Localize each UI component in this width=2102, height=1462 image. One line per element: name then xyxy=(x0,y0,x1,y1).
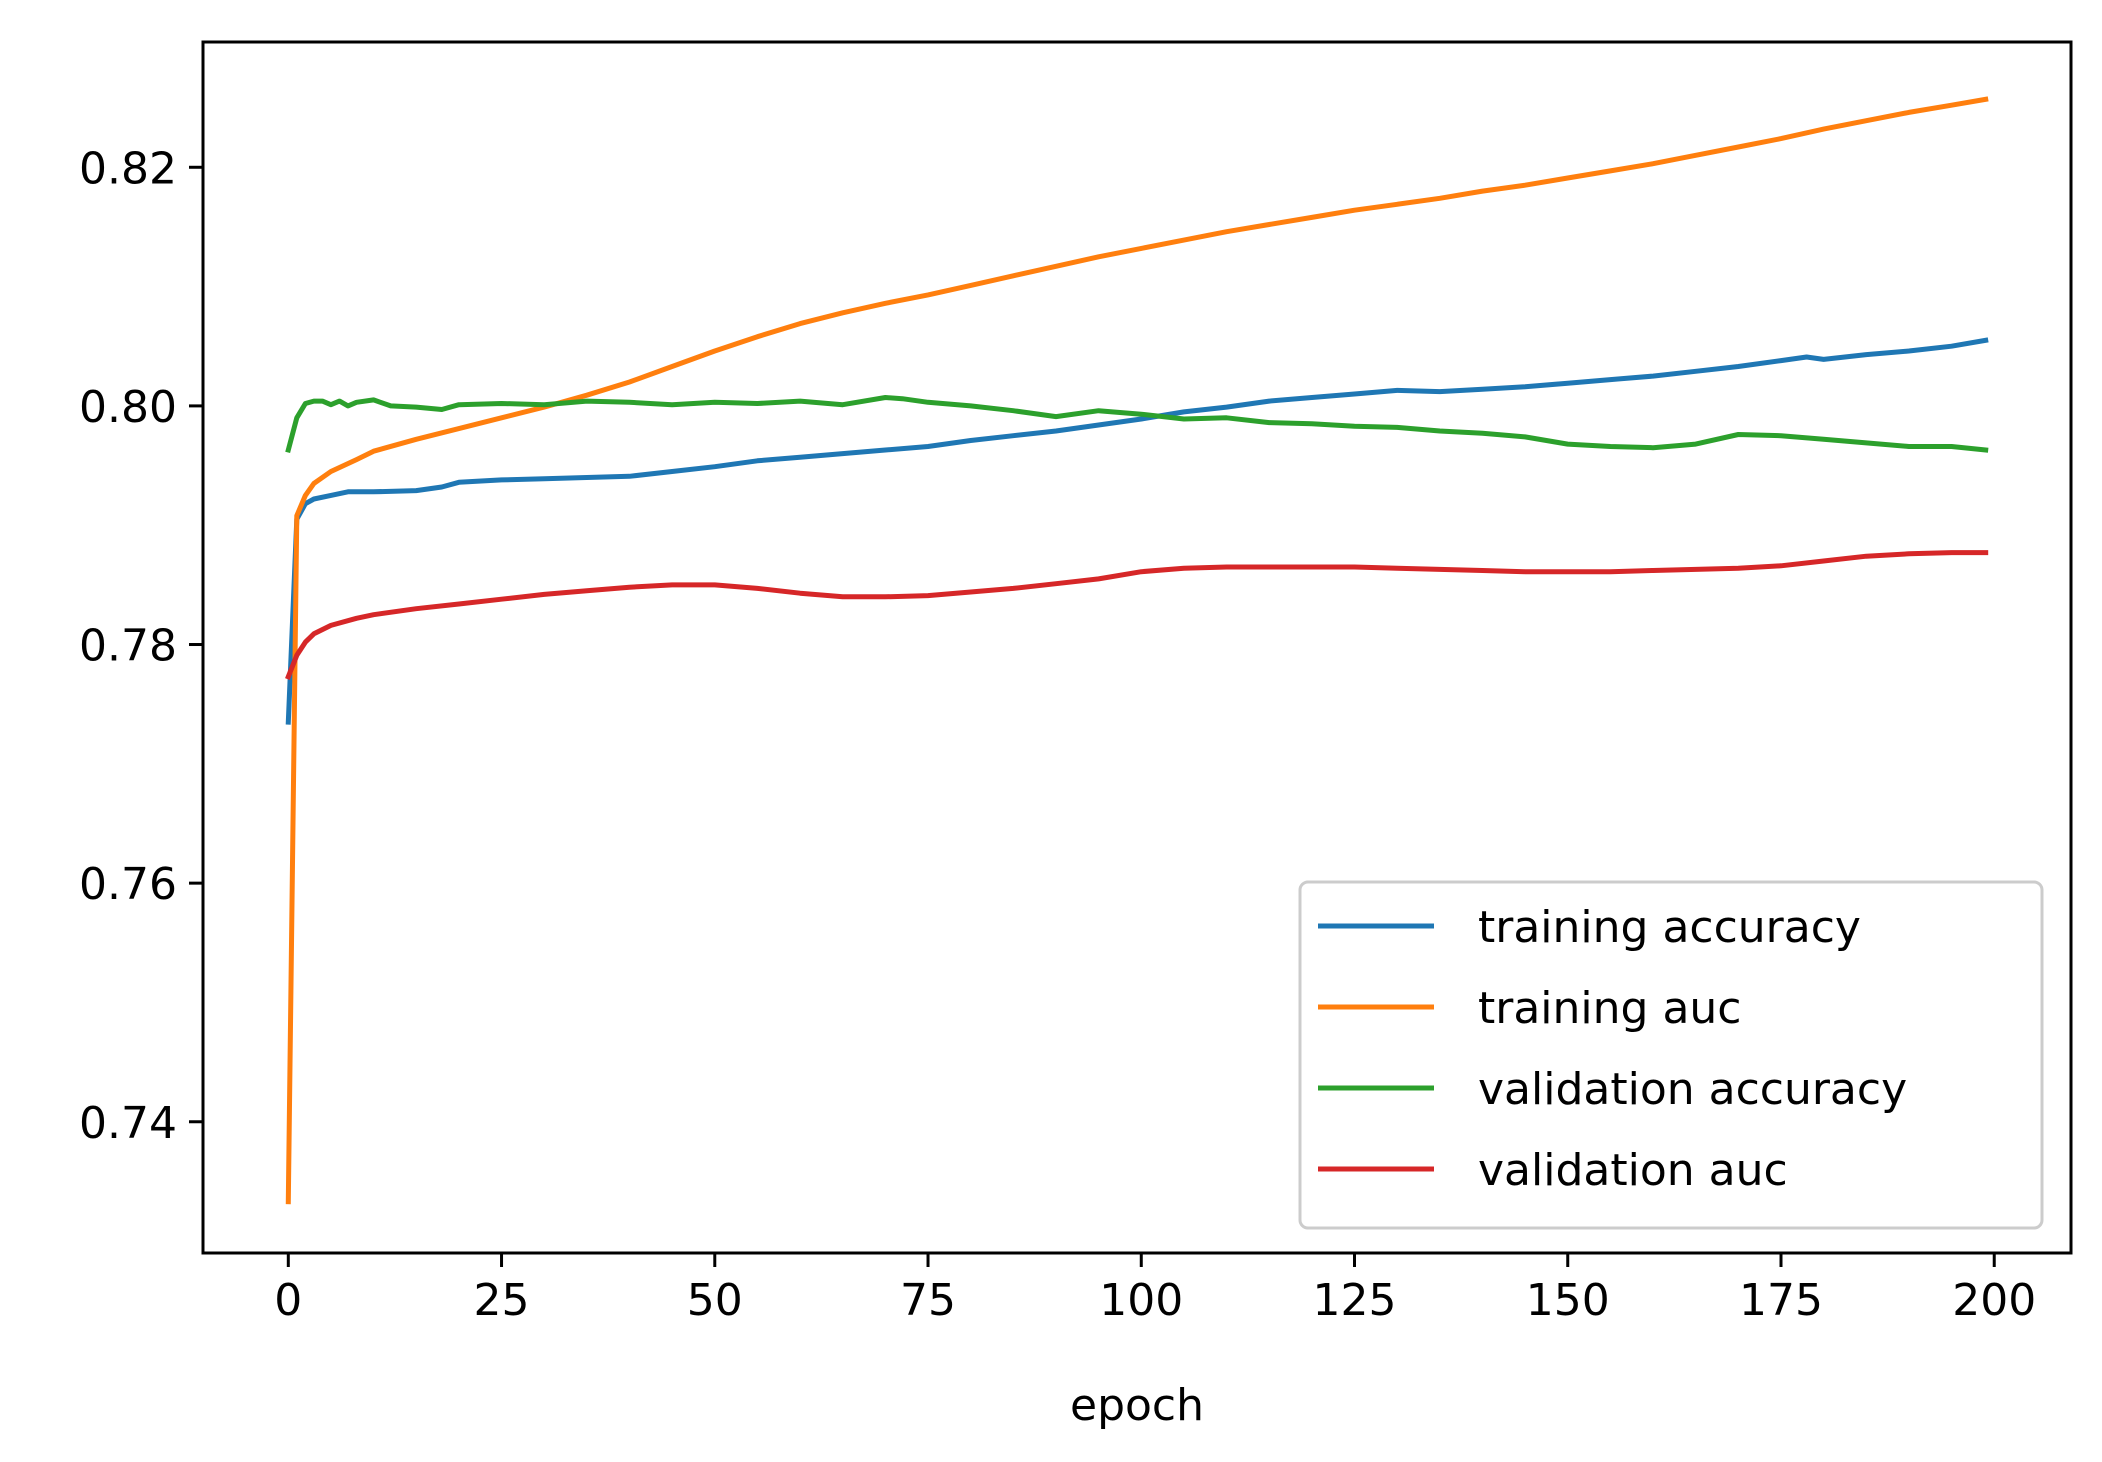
y-tick-label: 0.74 xyxy=(79,1098,177,1149)
x-tick-label: 200 xyxy=(1952,1275,2036,1326)
legend: training accuracy training auc validation … xyxy=(1298,880,2044,1230)
series-line-validation-auc xyxy=(285,550,1989,680)
x-tick-label: 125 xyxy=(1313,1275,1397,1326)
x-tick-label: 100 xyxy=(1099,1275,1183,1326)
legend-label: validation auc xyxy=(1478,1145,1788,1196)
plot-frame xyxy=(201,40,2073,1255)
x-tick-label: 75 xyxy=(900,1275,956,1326)
x-tick-label: 150 xyxy=(1526,1275,1610,1326)
x-tick-label: 0 xyxy=(274,1275,302,1326)
y-axis: 0.74 0.76 0.78 0.80 0.82 xyxy=(79,143,203,1149)
series-line-validation-accuracy xyxy=(285,395,1989,454)
legend-label: training auc xyxy=(1478,983,1741,1034)
y-tick-label: 0.78 xyxy=(79,621,177,672)
legend-items: training accuracy training auc validation … xyxy=(1318,902,1907,1196)
y-tick-label: 0.76 xyxy=(79,859,177,910)
legend-box xyxy=(1298,880,2044,1230)
series-layer xyxy=(285,96,1989,1205)
x-tick-label: 50 xyxy=(687,1275,743,1326)
series-line-training-accuracy xyxy=(285,337,1989,725)
x-tick-label: 25 xyxy=(474,1275,530,1326)
series-line-training-auc xyxy=(285,96,1989,1205)
y-tick-label: 0.82 xyxy=(79,143,177,194)
legend-label: validation accuracy xyxy=(1478,1064,1907,1115)
x-axis-label: epoch xyxy=(1070,1380,1204,1431)
legend-label: training accuracy xyxy=(1478,902,1861,953)
x-tick-label: 175 xyxy=(1739,1275,1823,1326)
x-axis: 0 25 50 75 100 125 150 175 200 xyxy=(274,1253,2036,1326)
y-tick-label: 0.80 xyxy=(79,382,177,433)
